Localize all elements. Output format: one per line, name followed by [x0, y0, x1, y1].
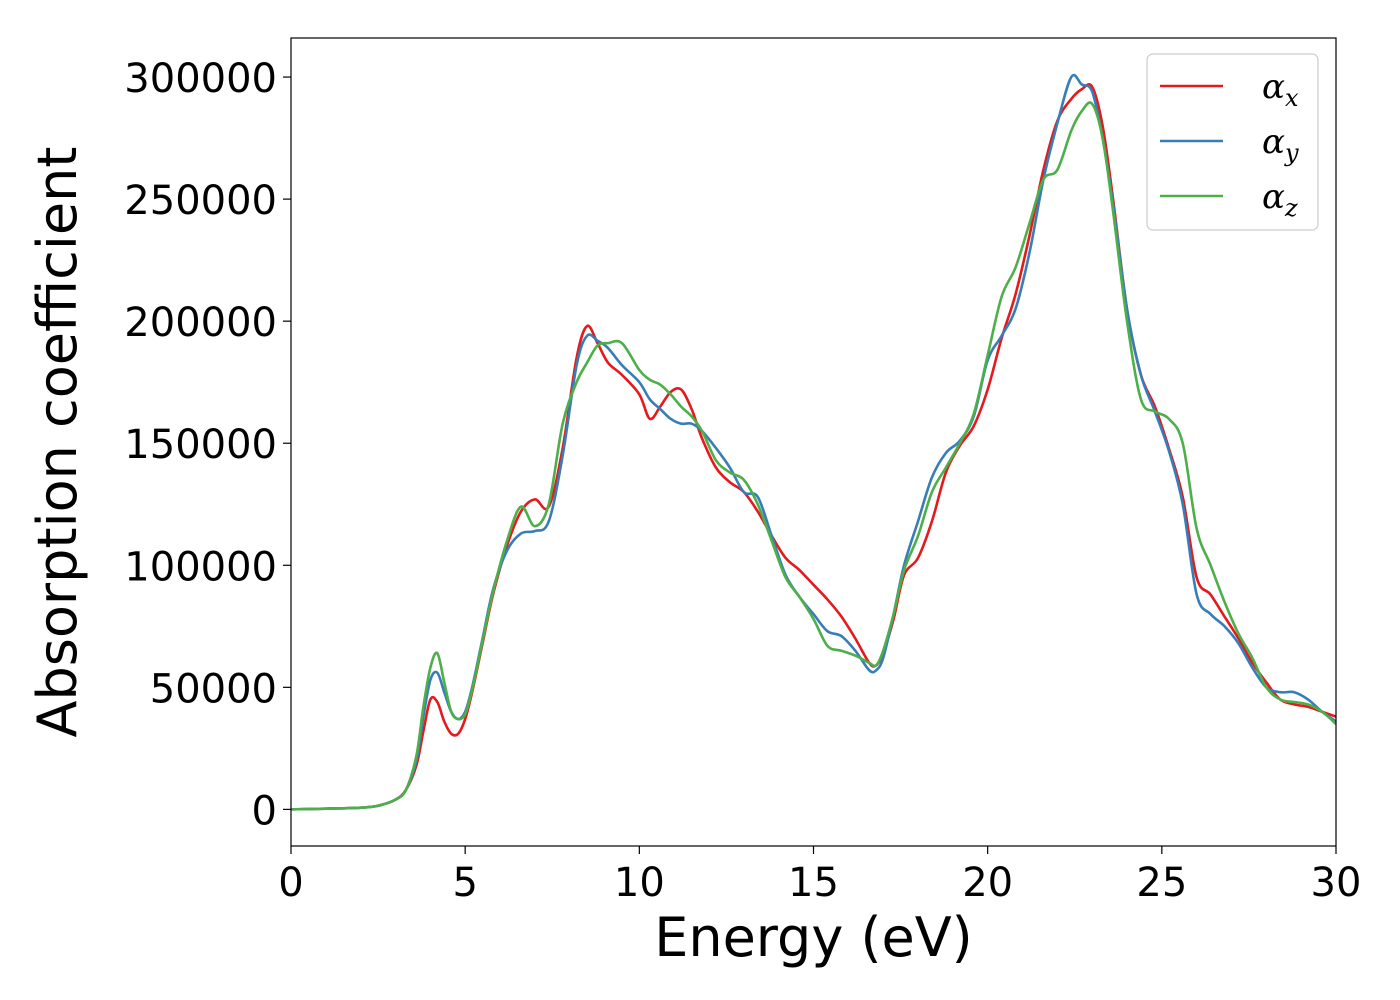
- legend: αx αy αz: [1146, 53, 1319, 231]
- x-tick-label: 30: [1311, 860, 1362, 906]
- x-tick-label: 0: [278, 860, 303, 906]
- series-layer: [291, 73, 1336, 811]
- y-tick-label: 100000: [124, 544, 277, 590]
- series-line-alpha-z: [291, 101, 1336, 811]
- x-tick-label: 25: [1136, 860, 1187, 906]
- y-tick-label: 200000: [124, 300, 277, 346]
- y-axis-ticks: 0 50000 100000 150000 200000 250000 300000: [124, 56, 291, 834]
- x-axis-ticks: 0 5 10 15 20 25 30: [278, 846, 1361, 906]
- y-tick-label: 250000: [124, 178, 277, 224]
- x-tick-label: 20: [962, 860, 1013, 906]
- legend-label-alpha-x: αx: [1262, 67, 1299, 112]
- legend-box: [1146, 53, 1319, 231]
- legend-label-alpha-y: αy: [1262, 122, 1299, 167]
- x-tick-label: 5: [452, 860, 477, 906]
- legend-label-alpha-z: αz: [1262, 177, 1298, 222]
- y-tick-label: 300000: [124, 56, 277, 102]
- y-tick-label: 150000: [124, 422, 277, 468]
- y-tick-label: 0: [252, 788, 277, 834]
- y-axis-label: Absorption coefficient: [26, 147, 89, 738]
- y-tick-label: 50000: [150, 666, 277, 712]
- x-axis-label: Energy (eV): [654, 906, 973, 969]
- x-tick-label: 10: [614, 860, 665, 906]
- x-tick-label: 15: [788, 860, 839, 906]
